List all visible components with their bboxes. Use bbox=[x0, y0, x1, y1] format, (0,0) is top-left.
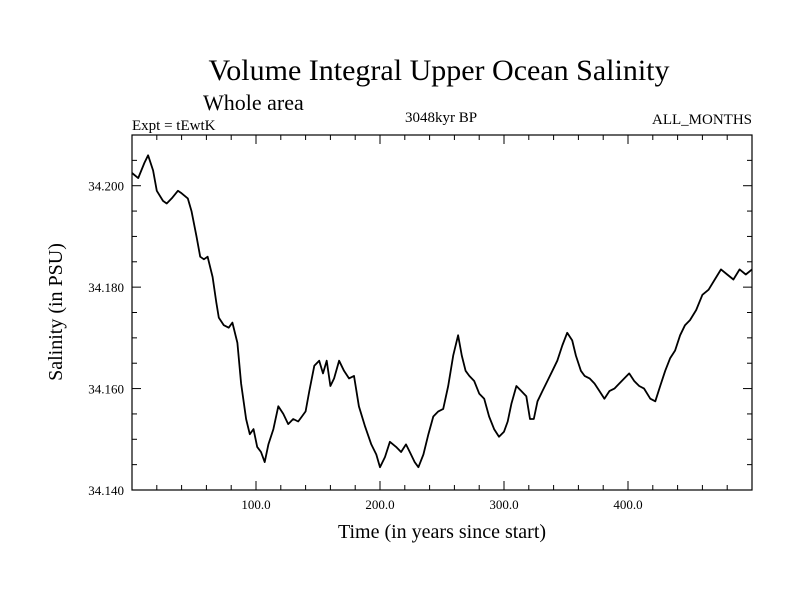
tick-labels: 100.0 200.0 300.0 400.0 34.140 34.160 34.180 34… bbox=[88, 179, 642, 512]
salinity-series-line bbox=[131, 154, 753, 469]
x-tick-label: 300.0 bbox=[489, 497, 518, 512]
months-label: ALL_MONTHS bbox=[652, 112, 752, 128]
chart-title: Volume Integral Upper Ocean Salinity bbox=[209, 54, 670, 87]
tick-marks bbox=[132, 135, 752, 490]
x-tick-label: 100.0 bbox=[241, 497, 270, 512]
y-tick-label: 34.140 bbox=[88, 483, 124, 498]
y-tick-label: 34.180 bbox=[88, 280, 124, 295]
plot-frame bbox=[131, 134, 753, 491]
y-tick-label: 34.200 bbox=[88, 179, 124, 194]
x-tick-label: 200.0 bbox=[365, 497, 394, 512]
chart-subtitle: Whole area bbox=[203, 90, 304, 115]
y-tick-label: 34.160 bbox=[88, 382, 124, 397]
y-axis-label: Salinity (in PSU) bbox=[45, 243, 67, 381]
x-tick-label: 400.0 bbox=[613, 497, 642, 512]
period-label: 3048kyr BP bbox=[405, 110, 477, 126]
experiment-label: Expt = tEwtK bbox=[132, 118, 216, 134]
x-axis-label: Time (in years since start) bbox=[338, 521, 546, 543]
